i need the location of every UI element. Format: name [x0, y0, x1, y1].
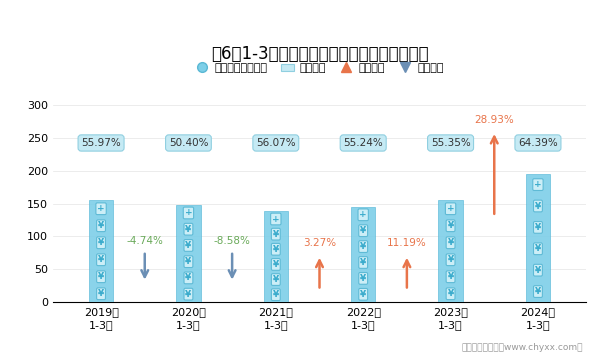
Text: ¥: ¥ [185, 225, 192, 234]
Text: 55.97%: 55.97% [81, 138, 121, 148]
Text: ¥: ¥ [98, 289, 104, 298]
Text: ¥: ¥ [448, 221, 454, 230]
Text: 55.24%: 55.24% [343, 138, 383, 148]
Text: ¥: ¥ [535, 287, 541, 296]
Text: ¥: ¥ [360, 274, 366, 283]
Text: ¥: ¥ [185, 257, 192, 266]
Bar [264, 211, 288, 302]
Bar [438, 200, 463, 302]
Text: 55.35%: 55.35% [431, 138, 471, 148]
Text: -8.58%: -8.58% [214, 236, 251, 246]
Text: ¥: ¥ [448, 255, 454, 264]
Text: ¥: ¥ [185, 241, 192, 250]
Text: +: + [359, 210, 367, 219]
Text: 28.93%: 28.93% [474, 115, 514, 125]
Text: ¥: ¥ [273, 230, 279, 239]
Text: ¥: ¥ [273, 275, 279, 284]
Text: ¥: ¥ [360, 242, 366, 251]
Text: ¥: ¥ [535, 244, 541, 253]
Text: -4.74%: -4.74% [126, 236, 163, 246]
Text: +: + [447, 204, 454, 213]
Bar [351, 207, 376, 302]
Text: 11.19%: 11.19% [387, 238, 427, 248]
Text: ¥: ¥ [273, 245, 279, 254]
Text: ¥: ¥ [185, 273, 192, 282]
Text: ¥: ¥ [360, 258, 366, 267]
Text: +: + [185, 209, 192, 218]
Text: ¥: ¥ [273, 290, 279, 299]
Text: 64.39%: 64.39% [518, 138, 558, 148]
Text: ¥: ¥ [535, 266, 541, 275]
Text: 50.40%: 50.40% [169, 138, 208, 148]
Text: ¥: ¥ [98, 221, 104, 230]
Text: 56.07%: 56.07% [256, 138, 296, 148]
Text: 3.27%: 3.27% [303, 238, 336, 248]
Text: +: + [97, 204, 105, 213]
Bar [526, 174, 550, 302]
Text: ¥: ¥ [98, 238, 104, 247]
Text: ¥: ¥ [448, 289, 454, 298]
Text: ¥: ¥ [360, 226, 366, 235]
Text: ¥: ¥ [448, 238, 454, 247]
Text: ¥: ¥ [98, 272, 104, 281]
Title: 近6年1-3月宁波市累计原保险保费收入统计图: 近6年1-3月宁波市累计原保险保费收入统计图 [211, 45, 429, 63]
Legend: 累计保费（亿元）, 寿险占比, 同比增加, 同比减少: 累计保费（亿元）, 寿险占比, 同比增加, 同比减少 [191, 59, 448, 78]
Text: 制图：智研咨询（www.chyxx.com）: 制图：智研咨询（www.chyxx.com） [462, 344, 583, 352]
Text: +: + [534, 180, 542, 189]
Text: +: + [272, 215, 279, 224]
Text: ¥: ¥ [273, 260, 279, 269]
Text: ¥: ¥ [185, 290, 192, 299]
Text: ¥: ¥ [448, 272, 454, 281]
Bar [176, 205, 201, 302]
Text: ¥: ¥ [535, 223, 541, 232]
Text: ¥: ¥ [535, 201, 541, 210]
Text: ¥: ¥ [360, 290, 366, 299]
Text: ¥: ¥ [98, 255, 104, 264]
Bar [89, 200, 114, 302]
